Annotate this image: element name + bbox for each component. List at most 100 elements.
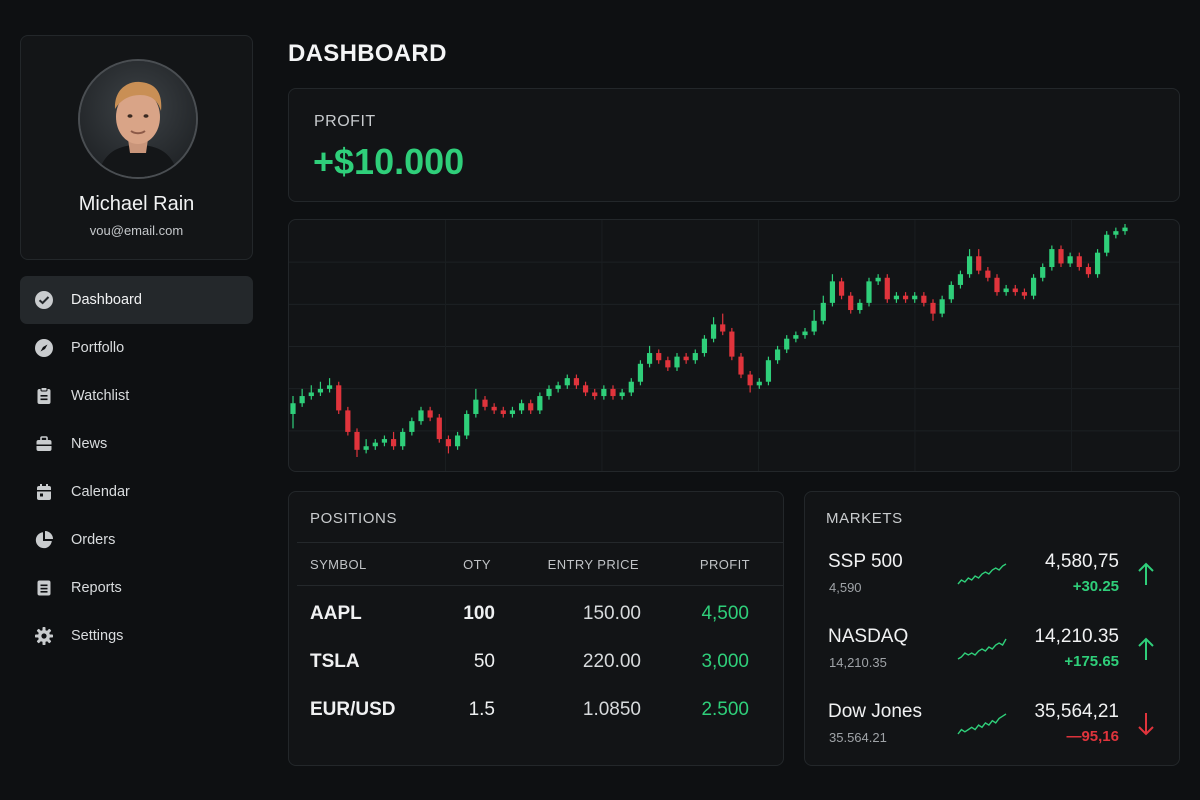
candle-body [390, 439, 397, 447]
candle-body [500, 410, 506, 414]
candle-body [912, 295, 918, 300]
candle-body [875, 277, 881, 282]
sidebar-item-orders[interactable]: Orders [20, 516, 253, 564]
candle-body [345, 410, 351, 432]
cell-qty: 50 [473, 651, 495, 672]
sparkline-path [957, 638, 1007, 660]
candle-body [857, 302, 863, 311]
candle-body [336, 385, 342, 411]
candle-body [1122, 227, 1128, 232]
candle-body [363, 446, 369, 450]
candle-body [464, 413, 470, 436]
candle-body [738, 356, 744, 375]
pie-chart-icon [34, 530, 54, 550]
sparkline-path [957, 563, 1007, 585]
candle-body [1076, 256, 1082, 268]
candle-body [683, 356, 689, 361]
candle-body [400, 431, 406, 447]
market-name: NASDAQ [828, 626, 909, 647]
sidebar-item-watchlist[interactable]: Watchlist [20, 372, 253, 420]
sidebar-item-news[interactable]: News [20, 420, 253, 468]
profit-card: PROFIT +$10.000 [288, 88, 1180, 202]
candle-body [747, 374, 753, 386]
table-row[interactable]: AAPL 100 150.00 4,500 [289, 593, 785, 633]
candle-body [866, 281, 872, 303]
cell-profit: 4,500 [701, 603, 749, 624]
table-row[interactable]: TSLA 50 220.00 3,000 [289, 641, 785, 681]
cell-profit: 3,000 [701, 651, 749, 672]
page-title: DASHBOARD [288, 40, 447, 67]
table-row[interactable]: EUR/USD 1.5 1.0850 2.500 [289, 689, 785, 729]
sparkline-path [957, 713, 1007, 735]
sidebar-item-label: Watchlist [71, 388, 130, 404]
candle-body [774, 349, 781, 361]
check-circle-icon [34, 290, 54, 310]
sidebar-item-label: Calendar [71, 484, 130, 500]
candle-body [564, 378, 570, 386]
sidebar-item-portfolio[interactable]: Portfollo [20, 324, 253, 372]
cell-symbol: TSLA [310, 651, 360, 672]
candle-body [436, 417, 442, 440]
cell-profit: 2.500 [701, 699, 749, 720]
candle-body [793, 335, 799, 339]
candle-body [976, 256, 982, 271]
candle-body [537, 396, 543, 411]
candle-body [299, 396, 305, 404]
avatar[interactable] [78, 59, 198, 179]
cell-symbol: EUR/USD [310, 699, 396, 720]
calendar-icon [34, 482, 54, 502]
candle-body [893, 295, 900, 300]
candle-body [308, 392, 314, 397]
market-item-sp500[interactable]: SSP 500 4,590 4,580,75 +30.25 [805, 551, 1181, 611]
candle-body [619, 392, 625, 397]
column-header-symbol[interactable]: SYMBOL [310, 557, 367, 572]
candle-body [454, 435, 461, 447]
markets-title: MARKETS [826, 510, 903, 527]
sidebar-item-label: Settings [71, 628, 124, 644]
candle-body [692, 353, 698, 361]
candle-body [509, 410, 516, 414]
candle-body [1012, 288, 1018, 293]
sidebar-item-settings[interactable]: Settings [20, 612, 253, 660]
candle-body [317, 388, 324, 393]
arrow-down-icon [1138, 713, 1154, 736]
markets-card: MARKETS SSP 500 4,590 4,580,75 +30.25 NA… [804, 491, 1180, 766]
sidebar-item-dashboard[interactable]: Dashboard [20, 276, 253, 324]
candle-body [1104, 234, 1110, 253]
candle-body [656, 353, 662, 361]
candle-body [1049, 249, 1055, 268]
market-item-dow-jones[interactable]: Dow Jones 35.564.21 35,564,21 —95,16 [805, 701, 1181, 761]
candle-body [939, 299, 945, 314]
candle-body [1030, 277, 1037, 296]
market-sub-value: 4,590 [829, 580, 862, 595]
profit-label: PROFIT [314, 113, 376, 130]
profile-name: Michael Rain [78, 193, 195, 215]
sidebar-item-reports[interactable]: Reports [20, 564, 253, 612]
gear-icon [34, 626, 54, 646]
candle-body [326, 385, 333, 389]
candle-body [1113, 231, 1119, 235]
column-header-entry-price[interactable]: ENTRY PRICE [547, 557, 639, 572]
candle-body [674, 356, 680, 368]
candle-body [555, 385, 561, 389]
profile-email: vou@email.com [89, 223, 184, 238]
column-header-qty[interactable]: OTY [463, 557, 491, 572]
table-divider [297, 542, 783, 543]
candle-body [354, 431, 360, 450]
price-chart[interactable] [288, 219, 1180, 472]
candle-body [381, 439, 388, 443]
market-value: 35,564,21 [1034, 701, 1119, 722]
candle-body [848, 295, 854, 311]
sidebar-item-calendar[interactable]: Calendar [20, 468, 253, 516]
market-item-nasdaq[interactable]: NASDAQ 14,210.35 14,210.35 +175.65 [805, 626, 1181, 686]
candle-body [582, 385, 589, 393]
candlestick-chart-svg [289, 220, 1179, 471]
candle-body [1021, 292, 1028, 296]
candle-body [646, 353, 653, 364]
candle-body [948, 284, 954, 300]
column-header-profit[interactable]: PROFIT [699, 557, 750, 572]
candle-body [528, 403, 534, 411]
candle-body [473, 399, 479, 414]
sparkline-icon [957, 563, 1007, 585]
